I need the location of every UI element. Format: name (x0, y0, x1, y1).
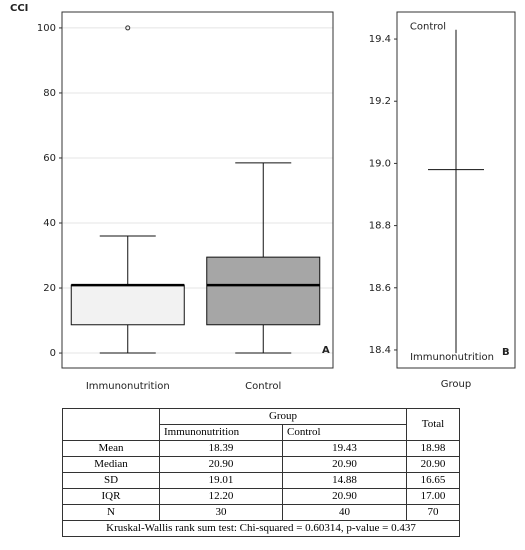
y-axis-label: CCI (10, 3, 28, 14)
summary-table: Group Total Immunonutrition Control Mean… (62, 408, 460, 537)
box (70, 284, 185, 326)
x-axis-label: Group (441, 379, 471, 390)
column-header: Immunonutrition (159, 424, 283, 441)
cell: 20.90 (282, 456, 407, 473)
point-label: Control (410, 22, 446, 33)
cell: 70 (406, 504, 460, 521)
panel-label: A (322, 345, 330, 356)
outlier (125, 25, 131, 31)
cell: 18.98 (406, 440, 460, 457)
y-tick-label: 18.8 (369, 221, 391, 232)
row-label: N (62, 504, 160, 521)
row-label: Mean (62, 440, 160, 457)
group-header: Group (159, 408, 407, 425)
blank (62, 408, 160, 441)
cell: 19.43 (282, 440, 407, 457)
column-header: Control (282, 424, 407, 441)
total-header: Total (406, 408, 460, 441)
panel-label: B (502, 347, 510, 358)
y-tick-label: 100 (37, 23, 56, 34)
cell: 20.90 (282, 488, 407, 505)
row-label: IQR (62, 488, 160, 505)
cell: 19.01 (159, 472, 283, 489)
y-tick-label: 19.4 (369, 34, 391, 45)
y-tick-label: 19.2 (369, 96, 391, 107)
cell: 40 (282, 504, 407, 521)
cell: 14.88 (282, 472, 407, 489)
row-label: Median (62, 456, 160, 473)
point-label: Immunonutrition (410, 352, 494, 363)
cell: 30 (159, 504, 283, 521)
cell: 12.20 (159, 488, 283, 505)
cell: 18.39 (159, 440, 283, 457)
box (206, 256, 321, 326)
cell: 16.65 (406, 472, 460, 489)
plot-frame (61, 11, 334, 369)
y-tick-label: 18.6 (369, 283, 391, 294)
x-tick-label: Control (245, 381, 281, 392)
y-tick-label: 20 (43, 283, 56, 294)
plot-frame (396, 11, 516, 369)
y-tick-label: 40 (43, 218, 56, 229)
y-tick-label: 18.4 (369, 345, 391, 356)
row-label: SD (62, 472, 160, 489)
x-tick-label: Immunonutrition (86, 381, 170, 392)
y-tick-label: 80 (43, 88, 56, 99)
y-tick-label: 60 (43, 153, 56, 164)
y-tick-label: 19.0 (369, 158, 391, 169)
cell: 20.90 (159, 456, 283, 473)
y-tick-label: 0 (50, 348, 56, 359)
table-footer: Kruskal-Wallis rank sum test: Chi-square… (62, 520, 460, 537)
cell: 20.90 (406, 456, 460, 473)
charts: 0 20 40 60 80 100 CCI A Immunonutrition Control 18… (10, 3, 516, 392)
cell: 17.00 (406, 488, 460, 505)
